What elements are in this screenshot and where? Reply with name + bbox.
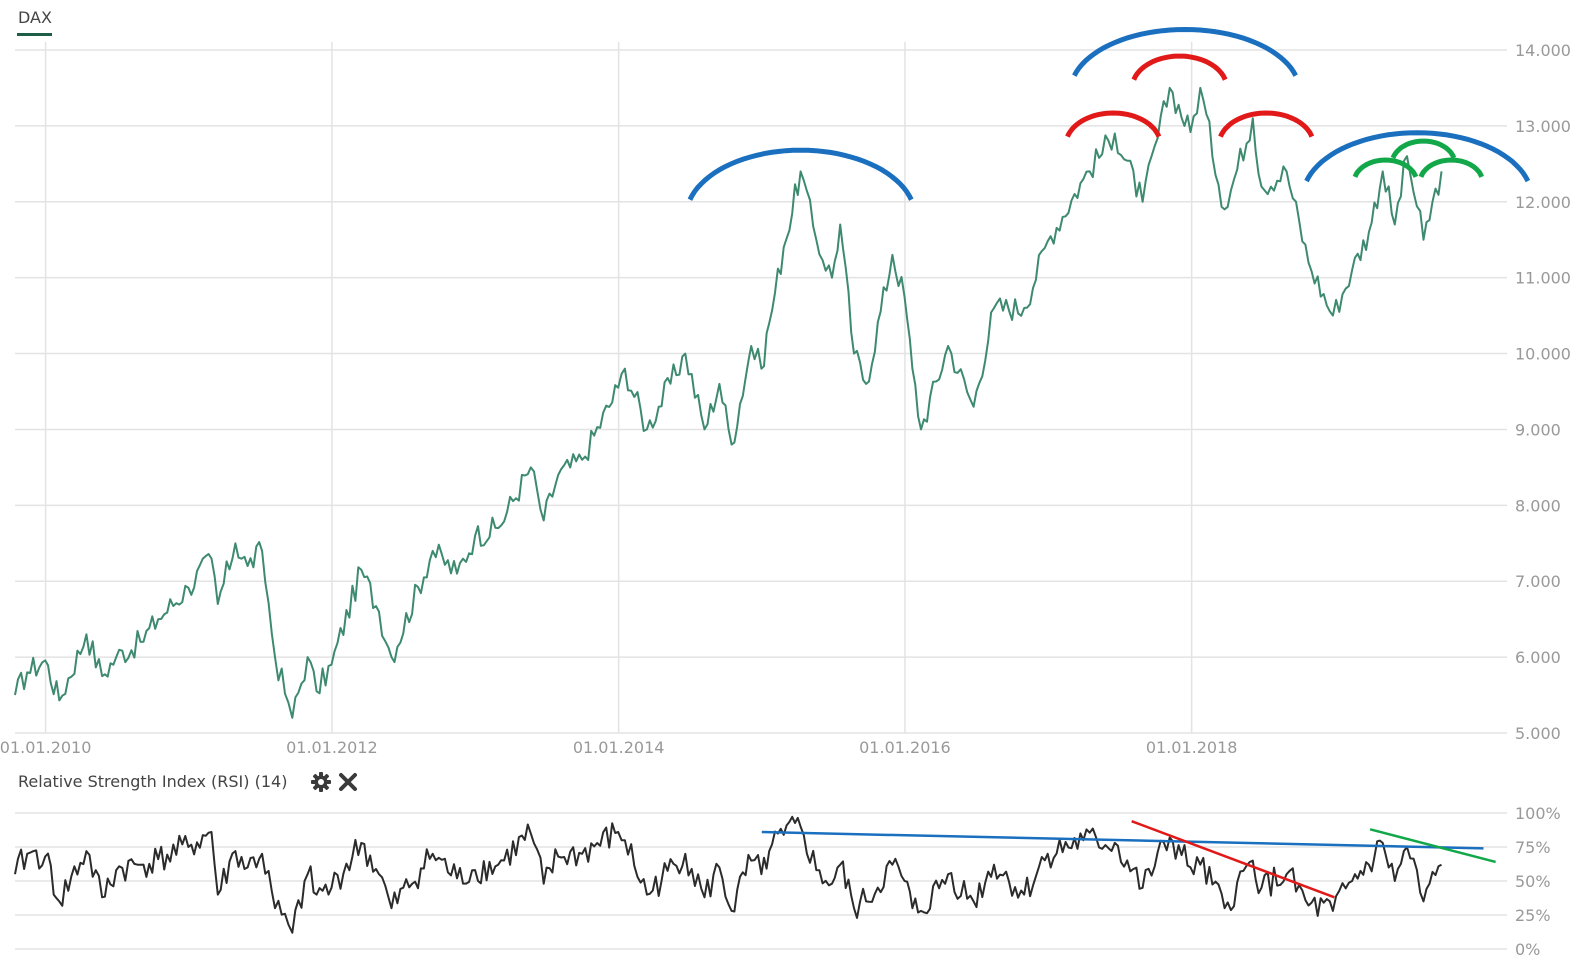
y-tick-label: 13.000 (1515, 117, 1571, 136)
blue-pattern-arc (1072, 26, 1298, 77)
y-tick-label: 12.000 (1515, 193, 1571, 212)
red-pattern-arc (1218, 110, 1315, 138)
x-tick-label: 01.01.2012 (286, 738, 378, 757)
y-tick-label: 5.000 (1515, 724, 1561, 743)
main-title-underline (17, 33, 52, 36)
green-rsi-trendline (1369, 828, 1496, 864)
rsi-tick-label: 0% (1515, 940, 1540, 959)
rsi-chart-title: Relative Strength Index (RSI) (14) (18, 772, 288, 791)
blue-rsi-trendline (761, 830, 1484, 850)
main-chart-title: DAX (18, 8, 52, 27)
y-tick-label: 8.000 (1515, 496, 1561, 515)
red-pattern-arc (1131, 53, 1228, 81)
rsi-line (14, 815, 1442, 934)
y-tick-label: 7.000 (1515, 572, 1561, 591)
green-pattern-arc (1352, 157, 1419, 178)
x-tick-label: 01.01.2014 (573, 738, 665, 757)
y-tick-label: 14.000 (1515, 41, 1571, 60)
x-tick-label: 01.01.2016 (859, 738, 951, 757)
red-pattern-arc (1065, 110, 1162, 138)
rsi-tick-label: 75% (1515, 838, 1551, 857)
green-pattern-arc (1390, 138, 1457, 159)
y-tick-label: 9.000 (1515, 420, 1561, 439)
close-icon[interactable] (338, 772, 358, 792)
green-pattern-arc (1418, 157, 1484, 178)
y-tick-label: 11.000 (1515, 269, 1571, 288)
rsi-tick-label: 25% (1515, 906, 1551, 925)
rsi-tick-label: 50% (1515, 872, 1551, 891)
gear-icon[interactable] (310, 771, 332, 793)
x-tick-label: 01.01.2018 (1146, 738, 1238, 757)
red-rsi-trendline (1131, 819, 1335, 899)
dax-price-line (14, 86, 1443, 719)
x-tick-label: 01.01.2010 (0, 738, 91, 757)
rsi-tick-label: 100% (1515, 804, 1561, 823)
y-tick-label: 10.000 (1515, 345, 1571, 364)
blue-pattern-arc (1304, 130, 1531, 183)
y-tick-label: 6.000 (1515, 648, 1561, 667)
blue-pattern-arc (687, 147, 914, 201)
